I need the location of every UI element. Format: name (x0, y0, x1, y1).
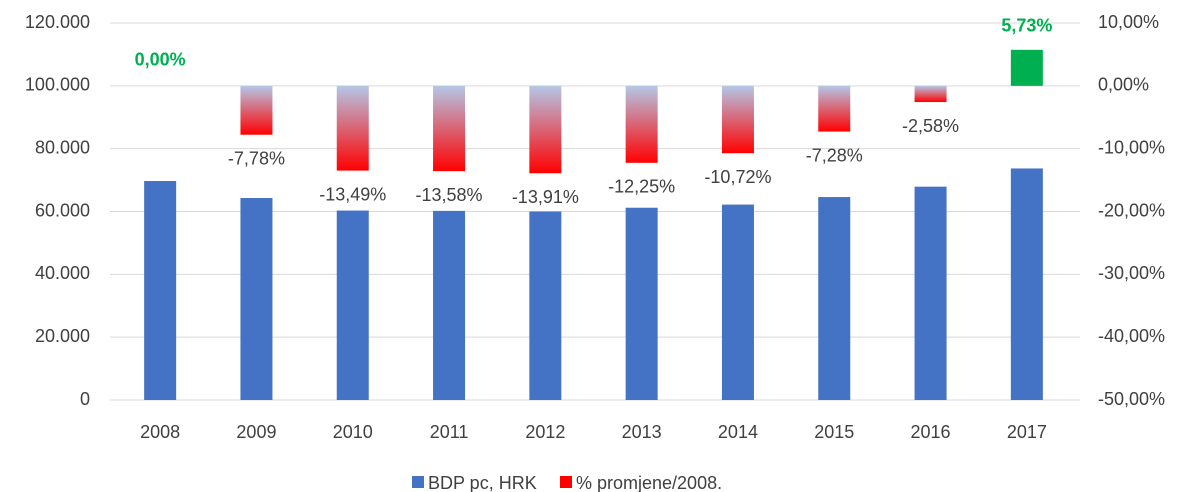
x-tick-label: 2012 (525, 422, 565, 442)
y2-tick-label: -50,00% (1098, 389, 1165, 409)
data-label: 0,00% (135, 50, 186, 70)
bar (914, 186, 947, 400)
data-label: -7,28% (806, 145, 863, 165)
data-label: -10,72% (704, 167, 771, 187)
change-bar (625, 85, 658, 163)
y-tick-label: 100.000 (25, 75, 90, 95)
x-tick-label: 2017 (1007, 422, 1047, 442)
change-bar (433, 85, 466, 172)
x-tick-label: 2008 (140, 422, 180, 442)
y-tick-label: 60.000 (35, 200, 90, 220)
change-bar (529, 85, 562, 174)
x-tick-label: 2011 (430, 422, 469, 442)
y-tick-label: 120.000 (25, 12, 90, 32)
bar (625, 207, 658, 400)
data-label: -2,58% (902, 116, 959, 136)
x-tick-label: 2014 (718, 422, 758, 442)
data-label: -13,49% (319, 184, 386, 204)
y2-tick-label: 0,00% (1098, 75, 1149, 95)
change-bar (914, 85, 947, 103)
y-tick-label: 40.000 (35, 263, 90, 283)
x-tick-label: 2013 (622, 422, 662, 442)
data-label: -7,78% (228, 148, 285, 168)
change-bar (818, 85, 851, 132)
y2-tick-label: -20,00% (1098, 200, 1165, 220)
bar (1010, 168, 1043, 400)
y-tick-label: 80.000 (35, 137, 90, 157)
y-tick-label: 20.000 (35, 326, 90, 346)
bar (433, 210, 466, 400)
y-tick-label: 0 (80, 389, 90, 409)
y2-tick-label: 10,00% (1098, 12, 1159, 32)
bar (144, 181, 177, 400)
bar (721, 204, 754, 400)
legend-swatch (560, 476, 572, 488)
change-bar (721, 85, 754, 154)
bar (240, 197, 273, 400)
x-tick-label: 2015 (814, 422, 854, 442)
x-tick-label: 2009 (236, 422, 276, 442)
y2-tick-label: -40,00% (1098, 326, 1165, 346)
y2-tick-label: -30,00% (1098, 263, 1165, 283)
data-label: -13,58% (416, 185, 483, 205)
legend-label: % promjene/2008. (576, 473, 722, 492)
x-tick-label: 2010 (333, 422, 373, 442)
data-label: 5,73% (1001, 16, 1052, 36)
data-label: -13,91% (512, 187, 579, 207)
change-bar (1010, 49, 1043, 86)
bar (336, 210, 369, 400)
legend-label: BDP pc, HRK (428, 473, 537, 492)
legend-swatch (412, 476, 424, 488)
bar (818, 197, 851, 400)
x-tick-label: 2016 (911, 422, 951, 442)
y2-tick-label: -10,00% (1098, 137, 1165, 157)
bar (529, 211, 562, 400)
data-label: -12,25% (608, 177, 675, 197)
change-bar (240, 85, 273, 135)
change-bar (336, 85, 369, 171)
